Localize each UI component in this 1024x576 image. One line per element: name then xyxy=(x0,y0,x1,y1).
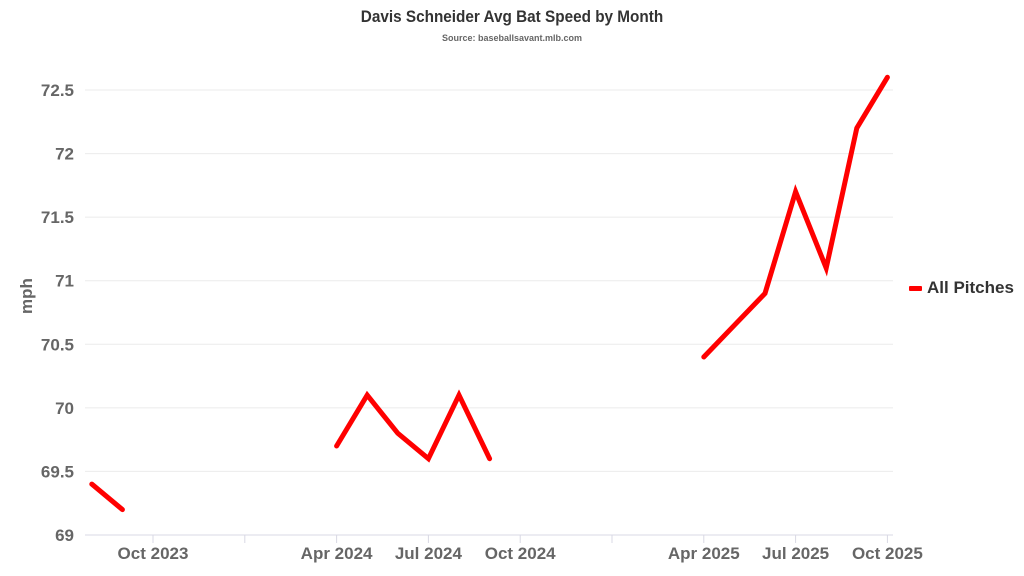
x-tick-label: Apr 2024 xyxy=(301,544,373,563)
x-tick-label: Apr 2025 xyxy=(668,544,740,563)
y-tick-label: 69.5 xyxy=(41,462,74,481)
y-tick-label: 71 xyxy=(55,272,74,291)
chart-subtitle: Source: baseballsavant.mlb.com xyxy=(441,33,583,43)
y-tick-label: 71.5 xyxy=(41,208,74,227)
x-tick-label: Oct 2025 xyxy=(852,544,923,563)
chart-title: Davis Schneider Avg Bat Speed by Month xyxy=(360,7,664,26)
x-tick-label: Jul 2024 xyxy=(395,544,463,563)
y-tick-label: 70.5 xyxy=(41,335,74,354)
y-tick-label: 69 xyxy=(55,526,74,545)
legend[interactable]: All Pitches xyxy=(909,278,1014,298)
y-tick-label: 72.5 xyxy=(41,81,74,100)
x-tick-label: Oct 2024 xyxy=(485,544,556,563)
series-line xyxy=(701,74,890,360)
x-tick-label: Jul 2025 xyxy=(762,544,829,563)
y-axis-label: mph xyxy=(17,278,36,314)
legend-swatch-icon xyxy=(909,285,922,291)
y-tick-label: 72 xyxy=(55,145,74,164)
series-line xyxy=(334,389,493,463)
series-line xyxy=(89,481,125,513)
y-tick-label: 70 xyxy=(55,399,74,418)
x-tick-label: Oct 2023 xyxy=(118,544,189,563)
legend-label: All Pitches xyxy=(927,278,1014,297)
